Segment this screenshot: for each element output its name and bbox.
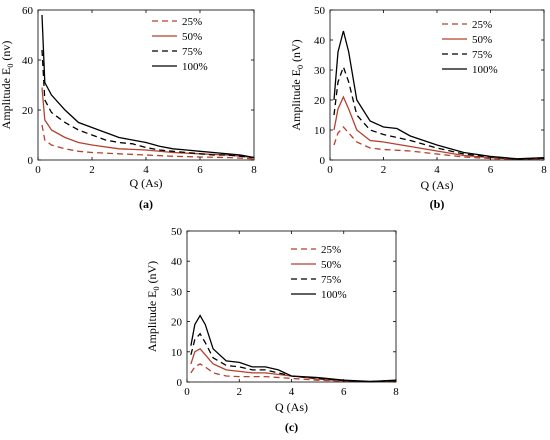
- legend: 25% 50% 75% 100%: [152, 16, 208, 73]
- panel-label: (c): [285, 420, 298, 434]
- legend: 25% 50% 75% 100%: [291, 244, 347, 301]
- x-tick-label: 2: [381, 164, 387, 176]
- chart-panel-a: 0 2 4 6 8 0 20 40 60 Q (As) Amplitude E0 (nv) 25% 50…: [0, 5, 257, 211]
- y-axis-label: Amplitude E0 (nV): [289, 39, 305, 130]
- x-tick-label: 4: [289, 386, 295, 398]
- y-tick-label: 30: [171, 286, 183, 298]
- legend-label: 50%: [182, 31, 202, 43]
- chart-panel-c: 0 2 4 6 8 0 10 20 30 40 50 Q (As) Amplitude E0 (nV) 2…: [145, 226, 399, 434]
- legend-label: 50%: [472, 34, 492, 46]
- panel-label: (b): [430, 197, 445, 211]
- y-tick-label: 0: [28, 155, 34, 167]
- y-tick-label: 60: [22, 5, 34, 17]
- y-tick-label: 10: [314, 125, 326, 137]
- plot-frame: [37, 9, 255, 161]
- series-line-100pct: [41, 14, 255, 159]
- x-tick-label: 0: [35, 164, 41, 176]
- series-line-50pct: [41, 87, 255, 159]
- legend-label: 25%: [472, 19, 492, 31]
- plot-frame: [186, 230, 397, 383]
- x-axis-label: Q (As): [421, 178, 454, 192]
- series-line-25pct: [41, 124, 255, 160]
- y-tick-label: 20: [22, 105, 34, 117]
- legend-label: 100%: [321, 289, 347, 301]
- legend-label: 75%: [182, 46, 202, 58]
- series-line-25pct: [190, 363, 397, 383]
- y-tick-label: 10: [171, 347, 183, 359]
- y-axis-label: Amplitude E0 (nV): [145, 261, 161, 352]
- x-axis-label: Q (As): [130, 176, 163, 190]
- x-tick-label: 6: [341, 386, 347, 398]
- y-tick-label: 40: [314, 35, 326, 47]
- legend: 25% 50% 75% 100%: [442, 19, 498, 76]
- y-tick-label: 30: [314, 65, 326, 77]
- series-line-100pct: [190, 314, 397, 383]
- x-tick-label: 0: [184, 386, 190, 398]
- x-tick-label: 8: [541, 164, 547, 176]
- y-tick-label: 50: [171, 226, 183, 238]
- legend-label: 100%: [182, 61, 208, 73]
- y-tick-label: 50: [314, 5, 326, 17]
- series-line-25pct: [333, 126, 545, 161]
- series-line-50pct: [333, 95, 545, 161]
- x-tick-label: 6: [488, 164, 494, 176]
- x-tick-label: 6: [197, 164, 203, 176]
- plot-frame: [329, 9, 545, 161]
- x-tick-label: 2: [237, 386, 243, 398]
- x-tick-label: 0: [327, 164, 333, 176]
- y-tick-label: 20: [171, 317, 183, 329]
- series-line-75pct: [190, 332, 397, 383]
- x-tick-label: 8: [393, 386, 399, 398]
- x-axis-label: Q (As): [275, 400, 308, 414]
- y-axis-label: Amplitude E0 (nv): [0, 41, 15, 130]
- legend-label: 100%: [472, 64, 498, 76]
- y-tick-label: 20: [314, 95, 326, 107]
- y-tick-label: 0: [177, 377, 183, 389]
- legend-label: 75%: [321, 274, 341, 286]
- series-line-100pct: [333, 30, 545, 160]
- chart-panel-b: 0 2 4 6 8 0 10 20 30 40 50 Q (As) Amplitude E0 (nV) 2…: [289, 5, 547, 211]
- legend-label: 25%: [321, 244, 341, 256]
- legend-label: 75%: [472, 49, 492, 61]
- y-tick-label: 40: [171, 256, 183, 268]
- y-tick-label: 0: [320, 155, 326, 167]
- legend-label: 25%: [182, 16, 202, 28]
- x-tick-label: 8: [251, 164, 257, 176]
- y-tick-label: 40: [22, 55, 34, 67]
- x-tick-label: 4: [143, 164, 149, 176]
- panel-label: (a): [139, 197, 153, 211]
- x-tick-label: 2: [89, 164, 95, 176]
- x-tick-label: 4: [434, 164, 440, 176]
- legend-label: 50%: [321, 259, 341, 271]
